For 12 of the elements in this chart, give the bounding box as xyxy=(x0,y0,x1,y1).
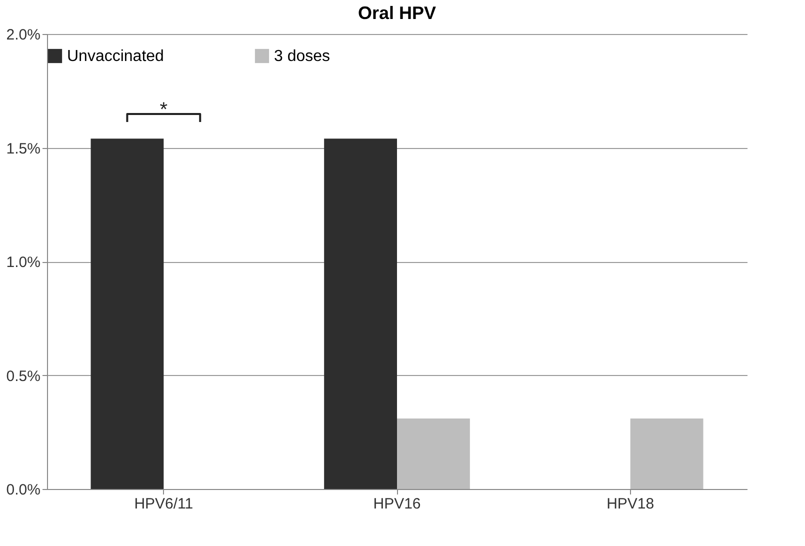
chart-title: Oral HPV xyxy=(358,3,436,23)
y-tick-label: 0.5% xyxy=(6,368,40,385)
legend-label: Unvaccinated xyxy=(67,48,164,65)
y-tick-label: 2.0% xyxy=(6,26,40,44)
y-tick-label: 0.0% xyxy=(6,482,40,498)
x-tick-label: HPV16 xyxy=(373,496,421,512)
annotation: * xyxy=(160,99,168,121)
x-tick-label: HPV6/11 xyxy=(134,496,194,512)
x-tick-label: HPV18 xyxy=(606,496,654,512)
y-tick-label: 1.0% xyxy=(6,254,40,271)
y-tick-label: 1.5% xyxy=(6,140,40,158)
legend-label: 3 doses xyxy=(274,48,330,65)
